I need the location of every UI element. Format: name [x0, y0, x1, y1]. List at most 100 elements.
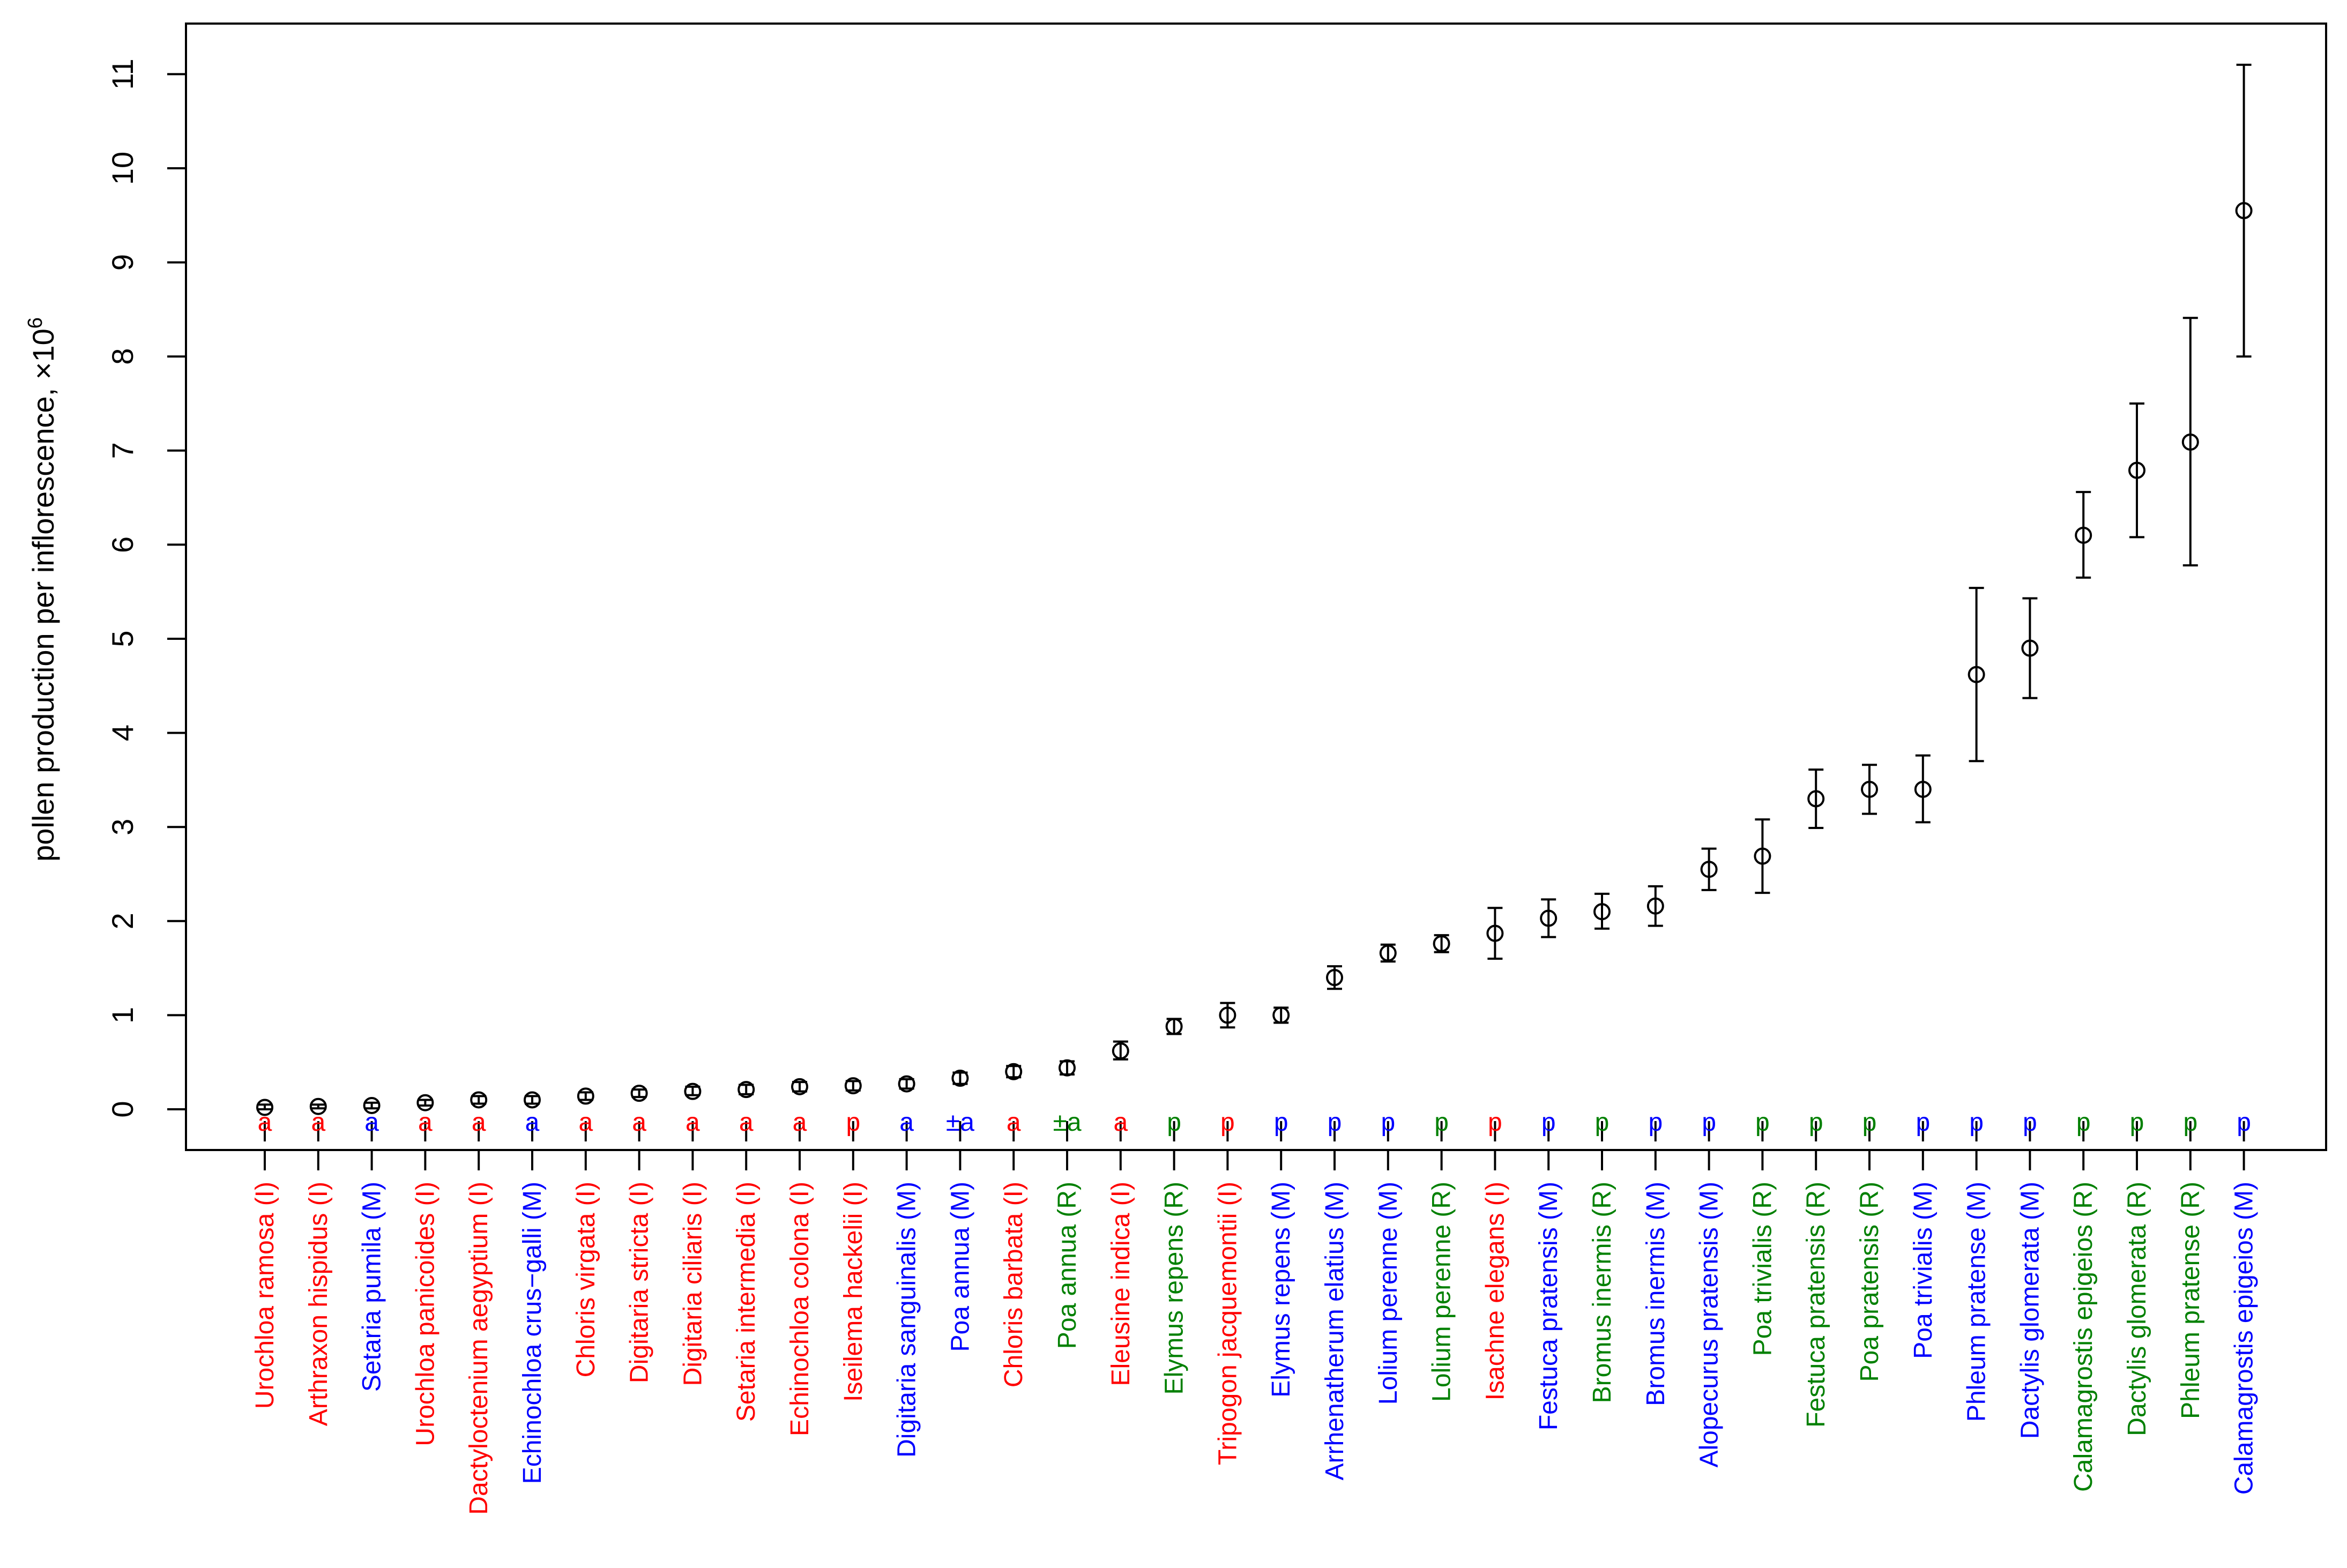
y-axis-title-exponent: 6 [24, 317, 47, 328]
life-form-label: p [1595, 1108, 1610, 1137]
life-form-label: p [1220, 1108, 1235, 1137]
data-point [684, 1082, 702, 1100]
x-tick-label: Lolium perenne (R) [1428, 1182, 1456, 1402]
y-tick-label: 7 [106, 442, 139, 459]
x-tick-label: Alopecurus pratensis (M) [1695, 1182, 1724, 1468]
y-axis-ticks: 0 1 2 3 4 5 6 7 8 9 10 11 [106, 58, 186, 1118]
data-point [1059, 1059, 1076, 1077]
life-form-label: a [793, 1108, 807, 1137]
data-point [1646, 897, 1664, 915]
x-tick-label: Chloris virgata (I) [572, 1182, 600, 1377]
life-form-label: p [1969, 1108, 1984, 1137]
x-tick-label: Arrhenatherum elatius (M) [1321, 1182, 1349, 1481]
plot-frame [185, 23, 2327, 1151]
life-form-label: p [2183, 1108, 2197, 1137]
data-point [1165, 1018, 1183, 1035]
life-form-label: p [1488, 1108, 1502, 1137]
x-tick-label: Isachne elegans (I) [1481, 1182, 1509, 1400]
y-tick-label: 5 [106, 630, 139, 647]
life-form-label: ±a [946, 1108, 974, 1137]
data-point [2075, 526, 2092, 544]
data-point [737, 1081, 755, 1099]
life-form-label: a [472, 1108, 486, 1137]
data-point [844, 1077, 862, 1095]
x-tick-label: Bromus inermis (R) [1588, 1182, 1616, 1403]
data-point [524, 1091, 541, 1109]
life-form-label: a [578, 1108, 593, 1137]
x-tick-label: Chloris barbata (I) [1000, 1182, 1028, 1387]
life-form-label: p [1755, 1108, 1770, 1137]
data-point [951, 1070, 969, 1087]
x-tick-label: Bromus inermis (M) [1642, 1182, 1670, 1406]
life-form-label: a [311, 1108, 325, 1137]
life-form-label: p [1648, 1108, 1663, 1137]
data-points [256, 202, 2253, 1116]
y-axis-title: pollen production per inflorescence, ×10… [24, 317, 60, 862]
y-tick-label: 4 [106, 725, 139, 741]
data-point [2021, 639, 2039, 657]
data-point [2235, 202, 2253, 220]
data-point [1272, 1006, 1290, 1024]
life-form-label: a [632, 1108, 646, 1137]
life-form-label: p [1434, 1108, 1449, 1137]
life-form-label: p [1916, 1108, 1930, 1137]
y-tick-label: 10 [106, 152, 139, 185]
life-form-label: p [1862, 1108, 1877, 1137]
y-tick-label: 8 [106, 348, 139, 365]
x-tick-label: Festuca pratensis (R) [1802, 1182, 1830, 1428]
life-form-label: p [1541, 1108, 1556, 1137]
y-tick-label: 1 [106, 1007, 139, 1024]
x-tick-label: Poa annua (R) [1053, 1182, 1082, 1349]
x-tick-label: Setaria intermedia (I) [732, 1182, 761, 1422]
y-tick-label: 3 [106, 819, 139, 835]
data-point [2181, 433, 2199, 451]
data-point [1326, 969, 1343, 987]
x-tick-label: Echinochloa crus−galli (M) [518, 1182, 547, 1484]
x-tick-label: Phleum pratense (M) [1963, 1182, 1991, 1422]
x-tick-label: Calamagrostis epigeios (R) [2069, 1182, 2098, 1492]
life-form-label: p [2237, 1108, 2251, 1137]
life-form-label: a [258, 1108, 272, 1137]
x-tick-label: Dactylis glomerata (M) [2016, 1182, 2044, 1439]
life-form-label: a [739, 1108, 754, 1137]
data-point [256, 1099, 273, 1116]
data-point [1112, 1042, 1129, 1060]
x-tick-label: Urochloa panicoides (I) [411, 1182, 439, 1446]
x-tick-label: Tripogon jacquemontii (I) [1213, 1182, 1242, 1465]
y-tick-label: 11 [106, 58, 139, 89]
x-tick-label: Arthraxon hispidus (I) [304, 1182, 333, 1426]
x-tick-label: Phleum pratense (R) [2177, 1182, 2205, 1419]
life-form-label: p [1809, 1108, 1823, 1137]
data-point [1433, 935, 1450, 952]
life-form-label: ±a [1053, 1108, 1081, 1137]
x-tick-label: Eleusine indica (I) [1107, 1182, 1135, 1386]
data-point [1700, 861, 1718, 878]
data-point [1914, 780, 1932, 798]
data-point [1754, 847, 1771, 865]
data-point [577, 1087, 594, 1105]
data-point [1807, 790, 1825, 808]
life-form-label: p [2130, 1108, 2144, 1137]
x-tick-label: Poa trivialis (R) [1748, 1182, 1777, 1356]
x-tick-label: Poa pratensis (R) [1856, 1182, 1884, 1382]
data-point [1968, 666, 1985, 683]
x-tick-label: Elymus repens (M) [1267, 1182, 1295, 1398]
y-tick-label: 6 [106, 536, 139, 553]
x-tick-label: Lolium perenne (M) [1374, 1182, 1403, 1405]
data-point [363, 1096, 381, 1114]
life-form-label: p [846, 1108, 860, 1137]
error-bars [257, 63, 2252, 1110]
x-tick-label: Echinochloa colona (I) [786, 1182, 814, 1436]
data-point [1861, 780, 1878, 798]
data-point [470, 1091, 488, 1109]
life-form-label: a [418, 1108, 433, 1137]
data-point [791, 1078, 808, 1095]
data-point [2128, 461, 2145, 479]
y-tick-label: 9 [106, 254, 139, 271]
data-point [630, 1085, 648, 1102]
x-tick-label: Festuca pratensis (M) [1534, 1182, 1563, 1430]
life-form-label: a [364, 1108, 379, 1137]
life-form-label: a [1007, 1108, 1021, 1137]
x-tick-label: Calamagrostis epigeios (M) [2230, 1182, 2259, 1495]
